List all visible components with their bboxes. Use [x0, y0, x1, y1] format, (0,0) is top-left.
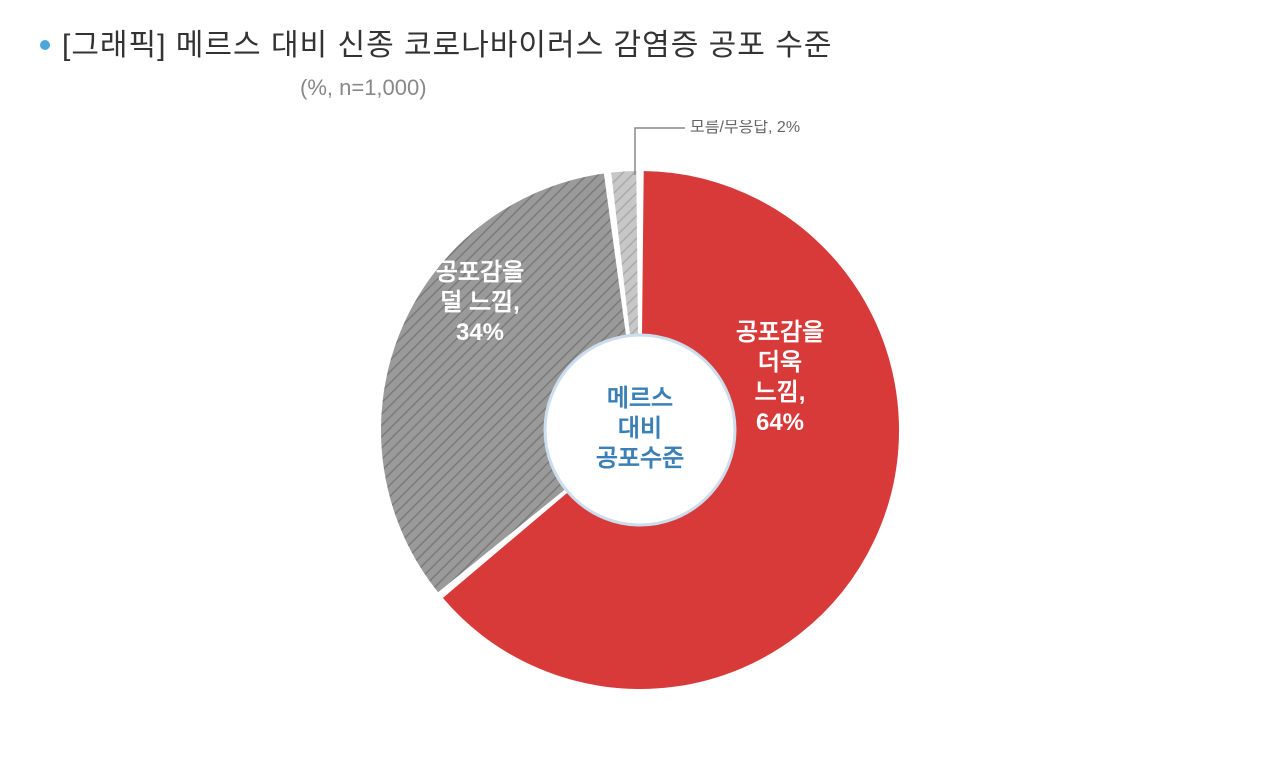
chart-title: [그래픽] 메르스 대비 신종 코로나바이러스 감염증 공포 수준	[62, 20, 832, 64]
slice-label-no_answer: 모름/무응답, 2%	[690, 120, 800, 136]
slice-label-more_fear-0: 공포감을	[736, 319, 824, 346]
chart-subtitle: (%, n=1,000)	[300, 75, 427, 101]
callout-line-no_answer	[635, 128, 685, 175]
slice-label-less_fear-1: 덜 느낌,	[440, 289, 520, 316]
slice-label-more_fear-3: 64%	[756, 409, 804, 436]
slice-label-more_fear-2: 느낌,	[755, 379, 806, 406]
title-bullet-icon	[40, 40, 50, 50]
slice-label-more_fear-1: 더욱	[758, 349, 802, 376]
donut-svg: 메르스대비공포수준공포감을더욱느낌,64%공포감을덜 느낌,34%모름/무응답,…	[290, 120, 990, 740]
donut-chart: 메르스대비공포수준공포감을더욱느낌,64%공포감을덜 느낌,34%모름/무응답,…	[290, 120, 990, 740]
title-row: [그래픽] 메르스 대비 신종 코로나바이러스 감염증 공포 수준	[40, 20, 832, 64]
slice-label-less_fear-0: 공포감을	[436, 259, 524, 286]
center-label-line-1: 대비	[618, 415, 662, 442]
center-label-line-0: 메르스	[607, 385, 673, 412]
center-label-line-2: 공포수준	[596, 445, 684, 472]
slice-label-less_fear-2: 34%	[456, 319, 504, 346]
